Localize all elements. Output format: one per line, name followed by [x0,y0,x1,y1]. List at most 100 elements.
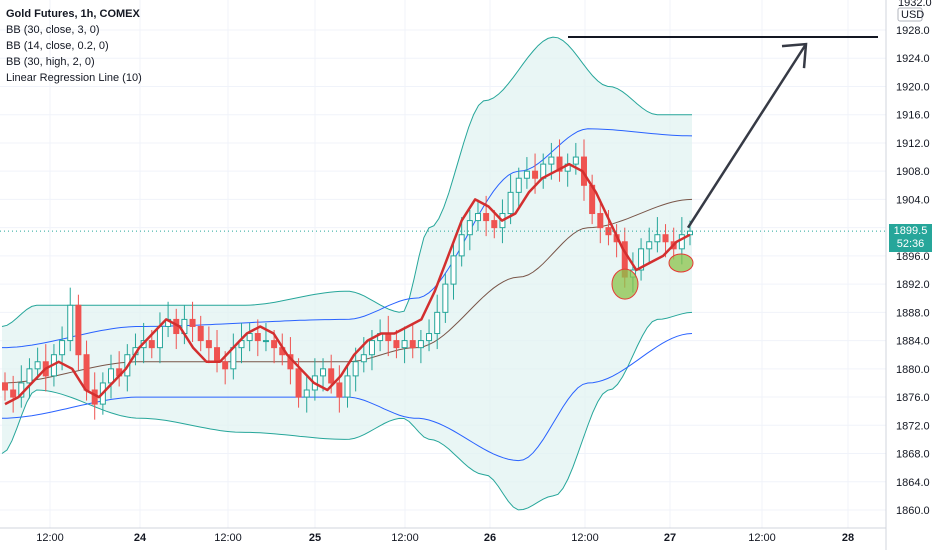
candle-body [214,347,221,363]
currency-label: USD [901,9,924,21]
last-price-tag: 1899.5 52:36 [889,224,932,252]
x-tick-label: 12:00 [748,532,776,544]
target-arrow-head [781,42,808,69]
candle-body [434,311,441,335]
x-tick-label: 12:00 [214,532,242,544]
x-tick-label: 12:00 [571,532,599,544]
x-tick-label: 28 [842,532,854,544]
bb-inner-upper [2,128,693,349]
candle-body [548,156,555,165]
candle-body [254,333,261,342]
candle-body [507,191,514,215]
candle-body [442,283,449,313]
candle-body [523,170,530,179]
candle-body [556,156,563,172]
candle-body [597,213,604,229]
candle-body [59,340,66,356]
y-tick-label: 1884.0 [896,336,930,348]
legend-bb-inner: BB (14, close, 0.2, 0) [6,40,109,52]
candle-body [678,234,685,250]
candle-body [491,220,498,229]
candle-body [662,234,669,243]
x-tick-label: 25 [309,532,321,544]
candle-body [515,177,522,193]
chart-legend: Gold Futures, 1h, COMEX BB (30, close, 3… [6,6,142,86]
candle-body [646,241,653,250]
candle-body [2,382,8,391]
target-arrow-shaft [686,43,808,229]
y-tick-label: 1868.0 [896,449,930,461]
y-tick-label: 1920.0 [896,81,930,93]
candle-body [687,230,693,236]
candle-body [34,361,41,370]
candle-body [262,340,269,343]
candle-body [75,304,82,356]
y-tick-label: 1924.0 [896,53,930,65]
x-tick-label: 26 [484,532,496,544]
y-tick-label: 1872.0 [896,420,930,432]
candle-body [83,354,90,391]
x-tick-label: 24 [134,532,147,544]
candle-body [409,340,416,349]
y-tick-label: 1904.0 [896,194,930,206]
candle-body [654,234,661,243]
candle-body [393,340,400,349]
candle-body [572,156,579,165]
bollinger-fill [2,37,692,510]
candle-body [156,325,163,349]
candle-body [474,213,481,222]
countdown-value: 52:36 [896,238,925,250]
candle-body [303,389,310,398]
candle-body [450,255,457,285]
currency-box [897,7,923,22]
y-tick-label: 1864.0 [896,477,930,489]
candle-body [532,170,539,179]
candle-body [483,213,490,222]
y-tick-label: 1916.0 [896,110,930,122]
legend-bb-high: BB (30, high, 2, 0) [6,56,95,68]
bb-outer-upper [1,36,692,327]
candle-body [197,325,204,342]
candle-body [458,234,465,257]
y-tick-label: 1880.0 [896,364,930,376]
bb-outer-lower [1,311,693,511]
y-tick-label-top: 1932.0 [898,0,932,9]
candle-body [401,340,408,349]
last-price-value: 1899.5 [893,225,928,237]
legend-title: Gold Futures, 1h, COMEX [6,8,140,20]
y-tick-label: 1860.0 [896,505,930,517]
regression-line [4,162,691,406]
x-tick-label: 12:00 [36,532,64,544]
candle-body [320,368,327,377]
candle-body [638,248,645,271]
candle-body [328,368,335,384]
candle-body [205,340,212,349]
y-tick-label: 1908.0 [896,166,930,178]
x-tick-label: 12:00 [391,532,419,544]
y-tick-label: 1876.0 [896,392,930,404]
candle-body [426,333,433,342]
support-circle-1 [611,268,639,300]
candle-body [344,375,351,398]
y-tick-label: 1928.0 [896,25,930,37]
y-tick-label: 1888.0 [896,307,930,319]
candle-body [368,340,375,356]
candle-body [295,368,302,398]
candle-body [10,389,17,398]
legend-regression: Linear Regression Line (10) [6,72,142,84]
y-tick-label: 1892.0 [896,279,930,291]
candle-body [466,220,473,236]
x-tick-label: 27 [664,532,676,544]
support-circle-2 [668,253,694,273]
candle-body [360,354,367,363]
candle-body [336,382,343,398]
candle-body [189,318,196,327]
y-tick-label: 1912.0 [896,138,930,150]
candle-body [148,340,155,349]
candle-body [67,304,74,342]
candle-body [271,340,278,349]
legend-bb-outer: BB (30, close, 3, 0) [6,24,100,36]
candle-body [417,340,424,349]
